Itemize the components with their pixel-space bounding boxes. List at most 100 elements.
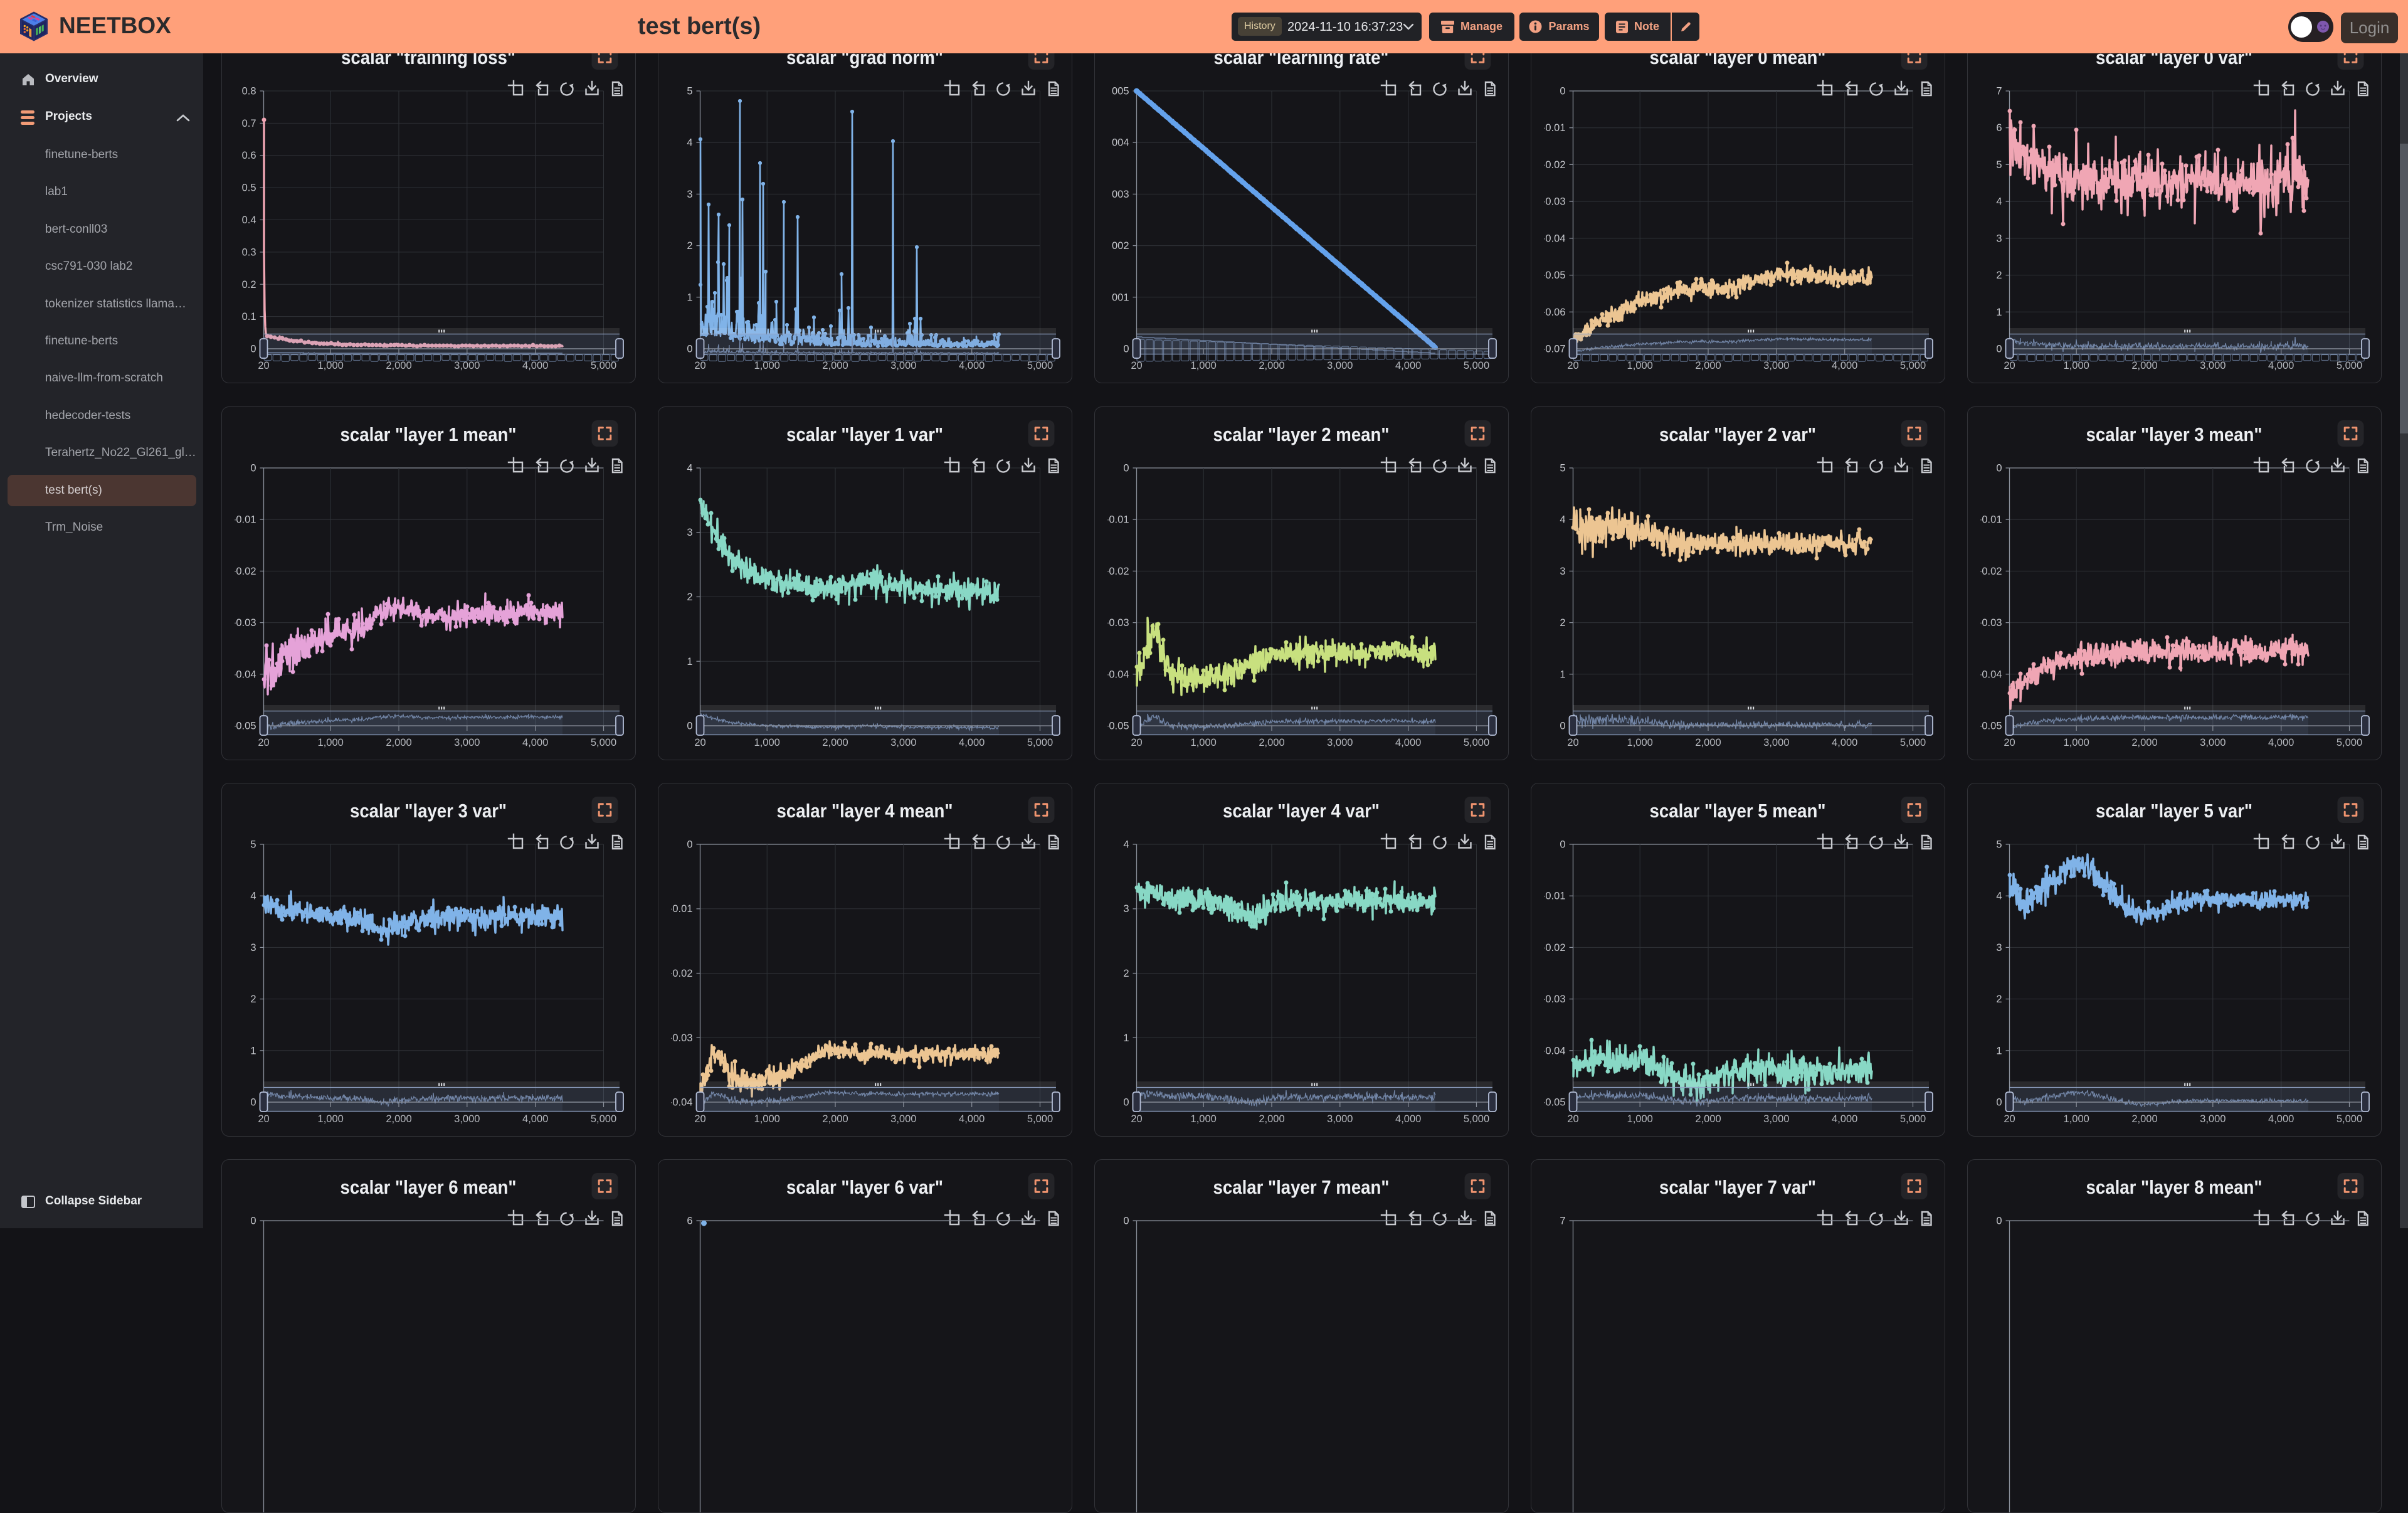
svg-text:005: 005 <box>1112 86 1129 97</box>
svg-text:3: 3 <box>250 942 256 953</box>
svg-text:3,000: 3,000 <box>2200 737 2226 748</box>
svg-text:5: 5 <box>250 839 256 851</box>
svg-text:-0.05: -0.05 <box>1542 1097 1566 1108</box>
svg-text:4,000: 4,000 <box>1832 1113 1857 1125</box>
svg-text:0: 0 <box>1123 1097 1129 1108</box>
svg-text:5,000: 5,000 <box>1464 737 1489 748</box>
svg-text:004: 004 <box>1112 137 1129 149</box>
svg-text:2: 2 <box>1996 994 2002 1005</box>
svg-text:3,000: 3,000 <box>890 1113 916 1125</box>
svg-text:4: 4 <box>1996 196 2002 208</box>
svg-text:2,000: 2,000 <box>822 1113 848 1125</box>
svg-text:-0.01: -0.01 <box>1542 122 1566 134</box>
svg-text:0.3: 0.3 <box>242 247 256 258</box>
svg-text:7: 7 <box>1560 1216 1565 1227</box>
svg-text:-0.03: -0.03 <box>233 617 256 629</box>
svg-text:1: 1 <box>1996 1045 2002 1056</box>
svg-text:-0.02: -0.02 <box>1542 942 1566 953</box>
svg-text:2,000: 2,000 <box>1259 360 1284 371</box>
svg-text:1,000: 1,000 <box>1627 360 1653 371</box>
svg-text:-0.04: -0.04 <box>1542 233 1566 244</box>
svg-text:1: 1 <box>687 292 692 303</box>
svg-text:2,000: 2,000 <box>1695 737 1721 748</box>
svg-text:2,000: 2,000 <box>1259 737 1284 748</box>
svg-text:-0.05: -0.05 <box>1106 721 1129 732</box>
svg-text:20: 20 <box>1131 360 1142 371</box>
svg-text:5,000: 5,000 <box>1900 737 1926 748</box>
svg-text:5,000: 5,000 <box>1027 1113 1053 1125</box>
svg-text:4: 4 <box>1996 891 2002 902</box>
svg-text:-0.01: -0.01 <box>1978 514 2002 526</box>
svg-text:2: 2 <box>1123 968 1129 979</box>
svg-text:-0.05: -0.05 <box>233 721 256 732</box>
svg-text:002: 002 <box>1112 240 1129 252</box>
svg-text:3,000: 3,000 <box>1763 360 1789 371</box>
svg-text:4,000: 4,000 <box>1395 1113 1421 1125</box>
svg-text:1: 1 <box>1123 1033 1129 1044</box>
svg-text:-0.03: -0.03 <box>1542 196 1566 208</box>
svg-text:scalar "layer 3 var": scalar "layer 3 var" <box>350 800 507 822</box>
svg-text:20: 20 <box>694 360 705 371</box>
svg-text:1,000: 1,000 <box>318 1113 344 1125</box>
svg-text:0: 0 <box>1123 344 1129 355</box>
svg-text:1,000: 1,000 <box>754 1113 780 1125</box>
svg-text:1: 1 <box>250 1045 256 1056</box>
svg-text:scalar "layer 1 var": scalar "layer 1 var" <box>786 423 943 445</box>
svg-text:1,000: 1,000 <box>1191 737 1217 748</box>
svg-text:scalar "layer 6 mean": scalar "layer 6 mean" <box>341 1176 517 1198</box>
svg-text:4,000: 4,000 <box>1395 360 1421 371</box>
svg-text:0: 0 <box>250 344 256 355</box>
svg-text:3,000: 3,000 <box>454 360 480 371</box>
svg-text:0: 0 <box>1996 463 2002 474</box>
svg-text:0.2: 0.2 <box>242 279 256 290</box>
svg-text:20: 20 <box>1131 737 1142 748</box>
svg-text:7: 7 <box>1996 86 2002 97</box>
svg-text:-0.01: -0.01 <box>669 903 693 915</box>
svg-text:-0.03: -0.03 <box>1542 994 1566 1005</box>
svg-text:3,000: 3,000 <box>890 737 916 748</box>
svg-text:3,000: 3,000 <box>1327 360 1353 371</box>
svg-text:scalar "layer 7 mean": scalar "layer 7 mean" <box>1213 1176 1390 1198</box>
svg-text:5: 5 <box>1996 159 2002 171</box>
svg-text:20: 20 <box>2004 737 2015 748</box>
svg-text:4,000: 4,000 <box>1832 360 1857 371</box>
svg-text:1: 1 <box>1996 307 2002 318</box>
svg-text:0.5: 0.5 <box>242 183 256 194</box>
svg-text:3,000: 3,000 <box>454 1113 480 1125</box>
svg-text:scalar "layer 8 mean": scalar "layer 8 mean" <box>2086 1176 2263 1198</box>
svg-text:2,000: 2,000 <box>2131 737 2157 748</box>
svg-text:0: 0 <box>687 721 692 732</box>
svg-text:5,000: 5,000 <box>591 360 616 371</box>
svg-text:4,000: 4,000 <box>522 1113 548 1125</box>
svg-text:-0.01: -0.01 <box>1542 891 1566 902</box>
svg-text:1,000: 1,000 <box>2064 360 2089 371</box>
svg-text:3: 3 <box>1996 233 2002 244</box>
svg-text:4,000: 4,000 <box>959 737 985 748</box>
svg-text:4,000: 4,000 <box>2268 1113 2294 1125</box>
svg-text:2: 2 <box>687 240 692 252</box>
svg-text:0: 0 <box>1560 86 1565 97</box>
svg-text:5: 5 <box>687 86 692 97</box>
svg-text:1,000: 1,000 <box>1627 1113 1653 1125</box>
svg-text:4: 4 <box>1123 839 1129 851</box>
svg-text:scalar "layer 7 var": scalar "layer 7 var" <box>1659 1176 1816 1198</box>
svg-text:0: 0 <box>1996 1216 2002 1227</box>
svg-text:001: 001 <box>1112 292 1129 303</box>
svg-text:4,000: 4,000 <box>2268 737 2294 748</box>
svg-text:-0.04: -0.04 <box>233 669 256 680</box>
svg-text:3,000: 3,000 <box>2200 360 2226 371</box>
svg-text:2,000: 2,000 <box>1695 360 1721 371</box>
svg-text:3,000: 3,000 <box>454 737 480 748</box>
svg-text:scalar "layer 5 mean": scalar "layer 5 mean" <box>1650 800 1826 822</box>
svg-text:0: 0 <box>1996 344 2002 355</box>
svg-text:4,000: 4,000 <box>1395 737 1421 748</box>
svg-text:3,000: 3,000 <box>2200 1113 2226 1125</box>
svg-text:4: 4 <box>250 891 256 902</box>
svg-text:1,000: 1,000 <box>754 360 780 371</box>
svg-text:4,000: 4,000 <box>522 360 548 371</box>
svg-text:5,000: 5,000 <box>1027 737 1053 748</box>
svg-text:-0.02: -0.02 <box>1978 566 2002 577</box>
svg-text:-0.02: -0.02 <box>233 566 256 577</box>
svg-text:5,000: 5,000 <box>1900 1113 1926 1125</box>
svg-text:1,000: 1,000 <box>2064 1113 2089 1125</box>
